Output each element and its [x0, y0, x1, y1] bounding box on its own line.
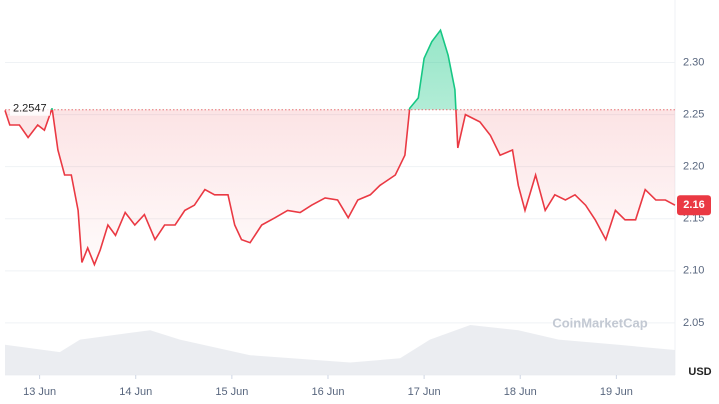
unit-label: USD: [688, 366, 711, 378]
baseline-label-bg: [10, 101, 50, 116]
price-tag-label: 2.16: [683, 199, 704, 211]
y-tick-label: 2.25: [683, 108, 704, 120]
y-tick-label: 2.10: [683, 265, 704, 277]
x-tick-label: 18 Jun: [504, 386, 537, 398]
x-tick-label: 19 Jun: [600, 386, 633, 398]
area-below: [5, 109, 675, 265]
y-tick-label: 2.20: [683, 161, 704, 173]
x-tick-label: 15 Jun: [215, 386, 248, 398]
price-line-down: [4, 109, 676, 267]
y-tick-label: 2.30: [683, 56, 704, 68]
x-tick-label: 16 Jun: [311, 386, 344, 398]
y-tick-label: 2.15: [683, 213, 704, 225]
price-tag: [677, 195, 711, 216]
y-tick-label: 2.05: [683, 317, 704, 329]
x-tick-label: 13 Jun: [23, 386, 56, 398]
x-tick-label: 14 Jun: [119, 386, 152, 398]
baseline-label: 2.2547: [13, 103, 47, 115]
volume-area: [5, 325, 675, 375]
watermark: CoinMarketCap: [552, 315, 647, 330]
plot: 2.05 2.10 2.15 2.20 2.25 2.30 13 Jun 14 Jun 15 J…: [4, 0, 711, 398]
x-tick-label: 17 Jun: [408, 386, 441, 398]
